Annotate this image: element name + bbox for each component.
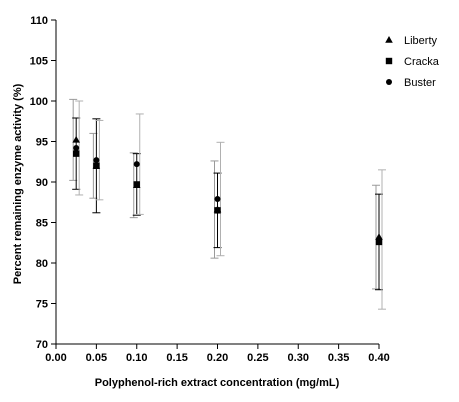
- x-tick-label: 0.20: [207, 352, 228, 364]
- y-tick-label: 105: [30, 56, 48, 68]
- data-point-liberty: [72, 135, 80, 143]
- x-tick-label: 0.15: [166, 352, 187, 364]
- legend-label-buster: Buster: [404, 77, 436, 89]
- y-tick-label: 75: [36, 299, 48, 311]
- y-tick-label: 90: [36, 177, 48, 189]
- x-tick-label: 0.25: [247, 352, 268, 364]
- legend-marker-liberty: [385, 36, 393, 43]
- x-tick-label: 0.40: [368, 352, 389, 364]
- y-tick-label: 100: [30, 96, 48, 108]
- x-axis-title: Polyphenol-rich extract concentration (m…: [95, 377, 340, 389]
- y-tick-label: 95: [36, 137, 48, 149]
- y-tick-label: 80: [36, 258, 48, 270]
- data-point-cracka: [133, 181, 140, 188]
- data-point-cracka: [72, 150, 80, 157]
- y-tick-label: 85: [36, 218, 48, 230]
- data-point-buster: [376, 236, 382, 243]
- legend-marker-buster: [386, 79, 392, 85]
- y-tick-label: 70: [36, 339, 48, 351]
- x-tick-label: 0.00: [45, 352, 66, 364]
- data-points: [72, 135, 383, 246]
- x-tick-label: 0.35: [328, 352, 349, 364]
- data-point-buster: [73, 144, 80, 151]
- legend-marker-cracka: [385, 57, 393, 65]
- legend-label-cracka: Cracka: [404, 56, 440, 68]
- data-point-buster: [93, 157, 100, 164]
- data-point-cracka: [93, 162, 100, 169]
- x-tick-label: 0.30: [288, 352, 309, 364]
- y-tick-label: 110: [30, 15, 48, 27]
- data-point-buster: [133, 161, 140, 168]
- legend: Liberty Cracka Buster: [385, 35, 440, 89]
- axes: 70 75 80 85 90 95 100 105 110 0.00 0.05 0.10 0.15 0.2…: [30, 15, 390, 364]
- y-axis-title: Percent remaining enzyme activity (%): [12, 83, 24, 284]
- legend-label-liberty: Liberty: [404, 35, 438, 47]
- data-point-cracka: [214, 207, 221, 214]
- x-tick-label: 0.05: [86, 352, 107, 364]
- x-tick-label: 0.10: [126, 352, 147, 364]
- error-bars: [69, 98, 386, 310]
- data-point-buster: [214, 196, 221, 203]
